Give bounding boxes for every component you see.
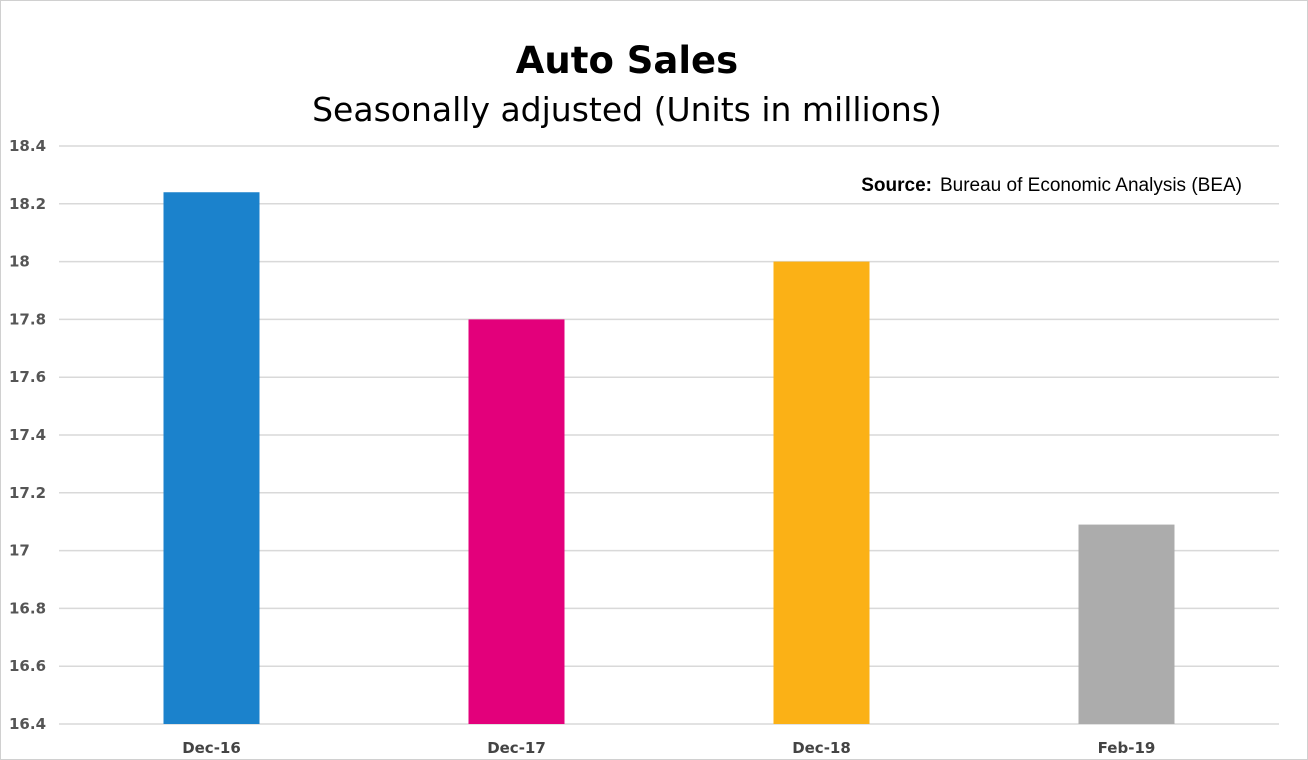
x-category-label: Dec-17 [487, 739, 546, 757]
x-category-label: Feb-19 [1098, 739, 1156, 757]
y-tick-label: 17 [9, 542, 30, 560]
bar-dec-18 [773, 261, 870, 724]
y-tick-label: 17.2 [9, 484, 46, 502]
chart-title: Auto Sales [516, 39, 738, 82]
x-axis-labels: Dec-16 Dec-17 Dec-18 Feb-19 [182, 739, 1155, 757]
bar-dec-16 [163, 192, 260, 725]
y-tick-label: 16.6 [9, 657, 46, 675]
x-category-label: Dec-16 [182, 739, 241, 757]
source-note: Source: Bureau of Economic Analysis (BEA) [861, 175, 1242, 196]
y-tick-label: 17.8 [9, 310, 46, 328]
y-tick-label: 17.4 [9, 426, 46, 444]
bars [163, 192, 1175, 725]
y-tick-label: 16.8 [9, 599, 46, 617]
y-tick-label: 18.2 [9, 195, 46, 213]
gridlines [59, 145, 1279, 725]
source-value: Bureau of Economic Analysis (BEA) [940, 175, 1242, 196]
bar-dec-17 [468, 319, 565, 724]
source-label: Source: [861, 175, 932, 196]
x-category-label: Dec-18 [792, 739, 851, 757]
bar-feb-19 [1078, 524, 1175, 724]
y-tick-label: 18.4 [9, 137, 46, 155]
y-axis-ticks: 16.4 16.6 16.8 17 17.2 17.4 17.6 17.8 18 18.2 18.4 [9, 137, 46, 733]
y-tick-label: 16.4 [9, 715, 46, 733]
chart-subtitle: Seasonally adjusted (Units in millions) [312, 90, 942, 129]
y-tick-label: 17.6 [9, 368, 46, 386]
y-tick-label: 18 [9, 253, 30, 271]
